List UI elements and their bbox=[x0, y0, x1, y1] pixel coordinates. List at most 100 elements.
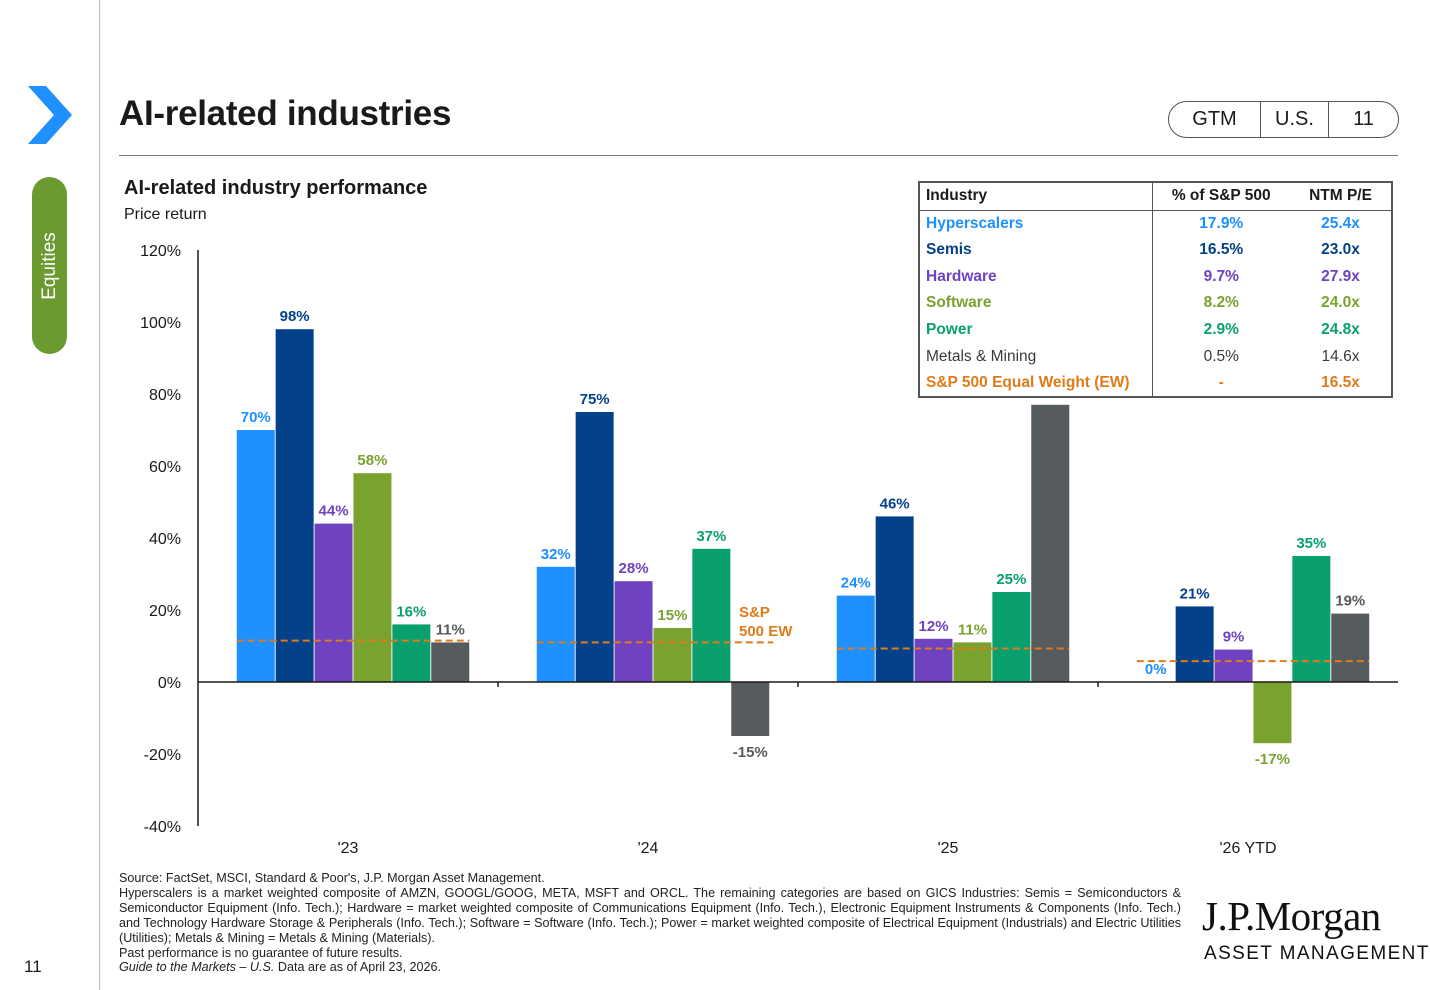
footnote-guide-title: Guide to the Markets – U.S. bbox=[119, 960, 275, 975]
bar-power bbox=[692, 548, 731, 682]
cell-pe: 25.4x bbox=[1321, 214, 1360, 232]
tag-region: U.S. bbox=[1261, 102, 1329, 137]
bar-hardware bbox=[614, 581, 653, 682]
bar-hardware bbox=[1214, 649, 1253, 682]
bar-data-label: 32% bbox=[541, 546, 571, 563]
sp500-ew-label: 500 EW bbox=[739, 623, 793, 640]
table-row: S&P 500 Equal Weight (EW) - 16.5x bbox=[919, 370, 1392, 397]
bar-data-label: 19% bbox=[1335, 593, 1365, 610]
jpmorgan-logo-sub: ASSET MANAGEMENT bbox=[1204, 943, 1430, 964]
cell-industry: Hardware bbox=[919, 263, 1153, 291]
bar-data-label: 46% bbox=[880, 495, 910, 512]
y-tick-label: 80% bbox=[149, 387, 181, 404]
table-row: Software 8.2% 24.0x bbox=[919, 290, 1392, 317]
bar-power bbox=[392, 624, 431, 682]
table-row: Power 2.9% 24.8x bbox=[919, 316, 1392, 344]
y-tick-label: -40% bbox=[144, 819, 181, 836]
bar-hardware bbox=[914, 638, 953, 682]
x-tick-label: '26 YTD bbox=[1219, 840, 1276, 857]
header-ntm-pe: NTM P/E bbox=[1290, 182, 1392, 211]
cell-pct: 0.5% bbox=[1203, 347, 1239, 365]
cell-pe: 24.8x bbox=[1321, 321, 1360, 339]
cell-industry: Semis bbox=[919, 236, 1153, 264]
sp500-ew-label: S&P bbox=[739, 604, 770, 621]
y-tick-label: 60% bbox=[149, 459, 181, 476]
footnote-definitions: Hyperscalers is a market weighted compos… bbox=[119, 885, 1181, 945]
guide-tags: GTM U.S. 11 bbox=[1168, 101, 1399, 138]
cell-pct: 9.7% bbox=[1203, 267, 1239, 285]
cell-industry: Metals & Mining bbox=[919, 343, 1153, 371]
bar-metals-mining bbox=[731, 682, 770, 736]
section-tab-equities[interactable]: Equities bbox=[32, 177, 67, 354]
header-industry: Industry bbox=[919, 182, 1153, 211]
y-tick-label: -20% bbox=[144, 747, 181, 764]
tag-page: 11 bbox=[1353, 108, 1374, 130]
bar-semis bbox=[875, 516, 914, 682]
bar-data-label: 9% bbox=[1223, 629, 1245, 646]
cell-pct: 8.2% bbox=[1203, 294, 1239, 312]
bar-power bbox=[992, 592, 1031, 682]
industry-table: Industry % of S&P 500 NTM P/E Hyperscale… bbox=[918, 181, 1393, 398]
y-tick-label: 100% bbox=[140, 315, 181, 332]
footnote-date: Guide to the Markets – U.S. Data are as … bbox=[119, 960, 1181, 975]
bar-data-label: 16% bbox=[396, 603, 426, 620]
x-tick-label: '25 bbox=[938, 840, 959, 857]
sidebar-divider bbox=[99, 0, 100, 990]
chart-title: AI-related industry performance bbox=[124, 177, 428, 199]
y-tick-label: 120% bbox=[140, 243, 181, 260]
cell-pe: 24.0x bbox=[1321, 294, 1360, 312]
bar-data-label: 37% bbox=[696, 528, 726, 545]
cell-pe: 23.0x bbox=[1321, 241, 1360, 259]
bar-semis bbox=[575, 412, 614, 682]
bar-software bbox=[653, 628, 692, 682]
cell-pct: 16.5% bbox=[1199, 241, 1244, 259]
bar-software bbox=[1253, 682, 1292, 744]
y-tick-label: 0% bbox=[158, 675, 181, 692]
tag-gtm: GTM bbox=[1169, 102, 1261, 137]
page-title: AI-related industries bbox=[119, 94, 452, 133]
cell-pe: 27.9x bbox=[1321, 267, 1360, 285]
footnote-disclaimer: Past performance is no guarantee of futu… bbox=[119, 945, 403, 960]
header-pct-sp500: % of S&P 500 bbox=[1152, 182, 1290, 211]
title-divider bbox=[119, 155, 1398, 156]
table-row: Hyperscalers 17.9% 25.4x bbox=[919, 210, 1392, 237]
bar-data-label: 35% bbox=[1296, 535, 1326, 552]
bar-data-label: 12% bbox=[919, 618, 949, 635]
bar-hyperscalers bbox=[536, 566, 575, 682]
chevron-right-icon bbox=[28, 86, 72, 144]
cell-pct: - bbox=[1218, 374, 1224, 392]
page-number: 11 bbox=[24, 957, 42, 976]
table-row: Semis 16.5% 23.0x bbox=[919, 236, 1392, 264]
chart-subtitle: Price return bbox=[124, 206, 207, 223]
bar-semis bbox=[275, 329, 314, 682]
bar-hyperscalers bbox=[836, 595, 875, 682]
bar-data-label: 0% bbox=[1145, 661, 1167, 678]
bar-hyperscalers bbox=[236, 430, 275, 682]
bar-data-label: -15% bbox=[733, 744, 768, 761]
x-tick-label: '24 bbox=[638, 840, 659, 857]
y-tick-label: 20% bbox=[149, 603, 181, 620]
footnote-date-text: Data are as of April 23, 2026. bbox=[274, 960, 442, 975]
x-tick-label: '23 bbox=[338, 840, 359, 857]
bar-data-label: 44% bbox=[319, 503, 349, 520]
bar-hardware bbox=[314, 523, 353, 682]
chevron-shape bbox=[28, 86, 72, 144]
footnote-source: Source: FactSet, MSCI, Standard & Poor's… bbox=[119, 871, 545, 885]
bar-data-label: -17% bbox=[1255, 751, 1290, 768]
bar-data-label: 11% bbox=[436, 621, 465, 638]
bar-data-label: 25% bbox=[996, 571, 1026, 588]
bar-data-label: 15% bbox=[657, 607, 687, 624]
bar-power bbox=[1292, 556, 1331, 682]
bar-metals-mining bbox=[1331, 613, 1370, 682]
bar-data-label: 11% bbox=[958, 621, 987, 638]
cell-industry: Power bbox=[919, 316, 1153, 344]
cell-industry: S&P 500 Equal Weight (EW) bbox=[919, 370, 1153, 397]
bar-semis bbox=[1175, 606, 1214, 682]
bar-metals-mining bbox=[431, 642, 470, 682]
jpmorgan-logo: J.P.Morgan bbox=[1202, 893, 1381, 939]
table-header-row: Industry % of S&P 500 NTM P/E bbox=[919, 182, 1392, 211]
bar-data-label: 75% bbox=[580, 391, 610, 408]
cell-pe: 14.6x bbox=[1321, 347, 1360, 365]
bar-data-label: 58% bbox=[357, 452, 387, 469]
